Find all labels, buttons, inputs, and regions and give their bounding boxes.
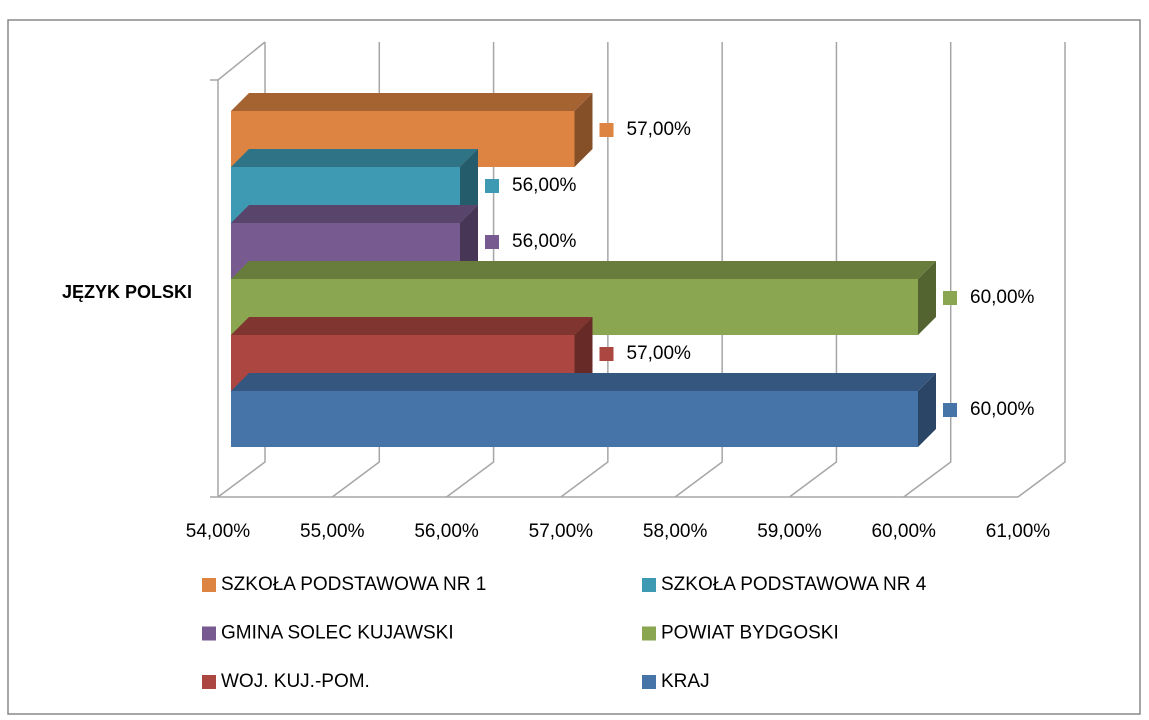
legend-label: WOJ. KUJ.-POM. — [221, 671, 370, 692]
value-label: 57,00% — [627, 119, 692, 140]
value-label: 56,00% — [512, 175, 577, 196]
bar-side — [574, 93, 593, 167]
bar-top — [231, 317, 593, 335]
value-label-key — [943, 291, 957, 305]
legend-label: KRAJ — [661, 671, 710, 692]
legend-key — [642, 626, 656, 641]
bar-top — [231, 261, 936, 279]
x-tick-label: 58,00% — [643, 521, 708, 542]
grid-line — [1017, 42, 1066, 498]
legend-label: POWIAT BYDGOSKI — [661, 623, 839, 644]
value-label: 60,00% — [970, 399, 1035, 420]
bar — [231, 391, 918, 447]
value-label-key — [485, 179, 499, 193]
bar-side — [918, 261, 936, 335]
value-label-key — [943, 403, 957, 417]
x-tick-label: 55,00% — [300, 521, 365, 542]
value-label-key — [599, 347, 614, 361]
x-tick-label: 60,00% — [871, 521, 936, 542]
bar-side — [574, 317, 593, 391]
x-tick-label: 57,00% — [529, 521, 594, 542]
value-label-key — [485, 235, 499, 249]
bar-side — [460, 205, 478, 279]
grid-line — [674, 42, 723, 498]
legend-key — [642, 675, 656, 689]
value-label-key — [599, 123, 614, 137]
category-label: JĘZYK POLSKI — [62, 282, 192, 302]
grid-line — [560, 42, 609, 498]
x-tick-label: 54,00% — [186, 521, 251, 542]
x-tick-label: 56,00% — [414, 521, 479, 542]
legend-key — [642, 578, 656, 592]
bar-top — [231, 149, 478, 167]
grid-line — [788, 42, 838, 498]
value-label: 57,00% — [627, 343, 692, 364]
value-label: 56,00% — [512, 231, 577, 252]
x-tick-label: 59,00% — [757, 521, 822, 542]
legend-label: SZKOŁA PODSTAWOWA NR 1 — [221, 574, 486, 595]
bar-top — [231, 373, 936, 391]
grid-line — [903, 42, 952, 498]
value-label: 60,00% — [970, 287, 1035, 308]
bar-side — [460, 149, 478, 223]
x-tick-label: 61,00% — [986, 521, 1051, 542]
legend-key — [202, 578, 216, 592]
bar-top — [231, 93, 593, 111]
legend-key — [202, 626, 216, 641]
bar-top — [231, 205, 478, 223]
legend-key — [202, 675, 216, 689]
legend-label: GMINA SOLEC KUJAWSKI — [221, 623, 454, 644]
legend-label: SZKOŁA PODSTAWOWA NR 4 — [661, 574, 927, 595]
bar-side — [918, 373, 936, 447]
